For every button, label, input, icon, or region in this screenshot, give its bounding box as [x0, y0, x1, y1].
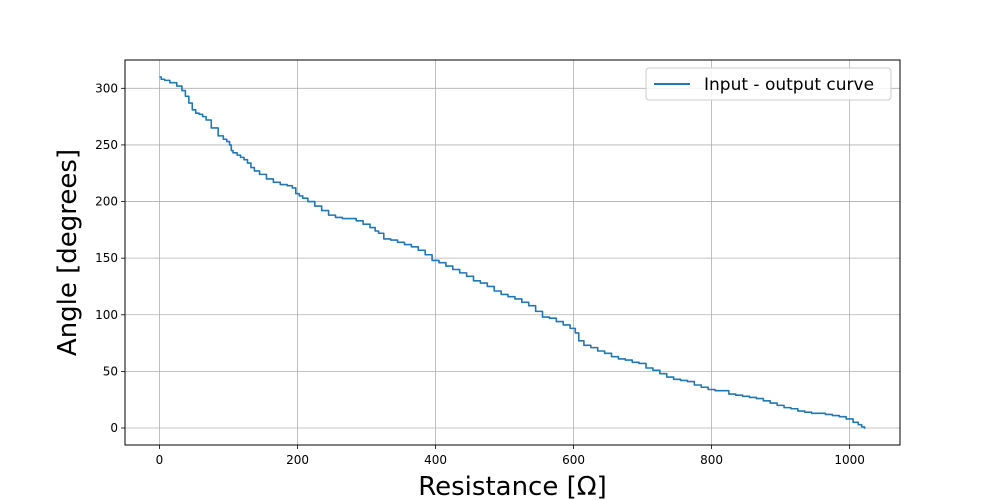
x-tick-label: 1000 [834, 453, 865, 467]
y-tick-label: 300 [95, 81, 118, 95]
y-tick-label: 100 [95, 308, 118, 322]
legend-label: Input - output curve [704, 75, 874, 95]
y-tick-label: 150 [95, 251, 118, 265]
x-tick-label: 600 [562, 453, 585, 467]
y-tick-label: 0 [110, 421, 118, 435]
series-layer [159, 76, 866, 429]
series-line [159, 76, 866, 429]
plot-frame [124, 59, 901, 446]
x-tick-label: 200 [286, 453, 309, 467]
y-tick-label: 50 [103, 364, 118, 378]
legend-box [645, 67, 892, 101]
grid [125, 60, 900, 445]
y-tick-label: 200 [95, 195, 118, 209]
x-tick-label: 0 [156, 453, 164, 467]
x-tick-label: 400 [424, 453, 447, 467]
x-axis-title: Resistance [Ω] [418, 472, 607, 500]
ticks: 0 200 400 600 800 1000 0 50 100 150 200 250 300 [95, 81, 865, 467]
legend: Input - output curve [645, 67, 892, 101]
x-tick-label: 800 [700, 453, 723, 467]
y-tick-label: 250 [95, 138, 118, 152]
y-axis-title: Angle [degrees] [53, 149, 83, 356]
